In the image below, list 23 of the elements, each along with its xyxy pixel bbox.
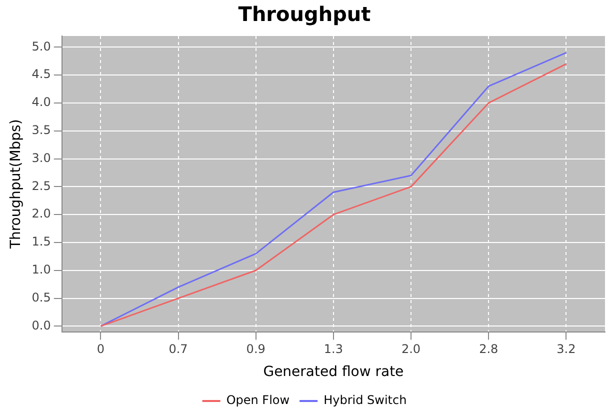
y-tick-label: 1.5: [32, 234, 51, 249]
y-tick-label: 3.5: [32, 123, 51, 138]
x-tick-label: 0: [96, 342, 104, 356]
chart-title: Throughput: [238, 2, 372, 26]
x-tick-label: 0.7: [168, 342, 188, 356]
x-tick-label: 3.2: [556, 342, 576, 356]
legend-label: Open Flow: [226, 393, 290, 408]
x-tick-label: 1.3: [324, 342, 343, 356]
y-tick-label: 0.5: [32, 290, 51, 304]
y-tick-label: 4.0: [32, 95, 51, 110]
y-axis-title: Throughput(Mbps): [8, 119, 24, 250]
y-tick-label: 1.0: [32, 262, 51, 277]
x-tick-label: 2.0: [401, 342, 421, 356]
y-tick-label: 0.0: [32, 318, 51, 332]
x-tick-label: 2.8: [479, 342, 498, 356]
y-tick-label: 2.0: [32, 206, 51, 221]
x-tick-label: 0.9: [246, 342, 266, 356]
y-tick-label: 4.5: [32, 67, 51, 82]
x-axis-title: Generated flow rate: [263, 364, 404, 380]
y-tick-label: 3.0: [32, 150, 51, 165]
y-tick-label: 5.0: [32, 39, 51, 54]
y-tick-label: 2.5: [32, 178, 51, 193]
legend-label: Hybrid Switch: [324, 393, 407, 408]
